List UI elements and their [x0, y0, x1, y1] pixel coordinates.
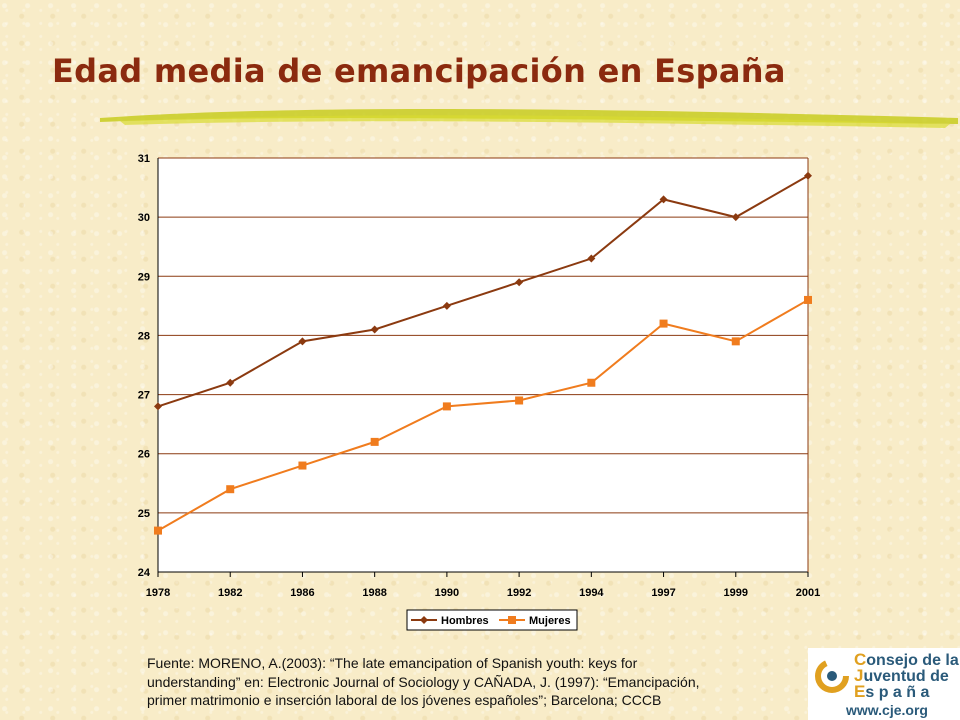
legend-box — [406, 609, 578, 631]
source-citation: Fuente: MORENO, A.(2003): “The late eman… — [147, 654, 802, 710]
point-hombres-1999 — [731, 213, 740, 222]
logo-emblem-icon — [815, 659, 849, 693]
legend-label-hombres: Hombres — [441, 615, 489, 627]
title-underline-brush — [100, 108, 958, 128]
series-layer — [154, 171, 812, 535]
point-mujeres-1988 — [370, 437, 379, 446]
point-mujeres-1982 — [226, 485, 235, 494]
point-hombres-1982 — [226, 378, 235, 387]
source-line-3: primer matrimonio e inserción laboral de… — [147, 692, 662, 708]
cje-logo: Consejo de la Juventud de Es p a ñ a www… — [808, 648, 960, 720]
legend-marker-mujeres — [508, 616, 516, 624]
point-mujeres-1978 — [154, 526, 162, 535]
point-hombres-1988 — [370, 325, 379, 334]
point-hombres-1994 — [587, 254, 596, 263]
logo-line-1: Consejo de la — [854, 650, 959, 669]
point-mujeres-1992 — [515, 396, 524, 405]
x-tick-label-1988: 1988 — [362, 587, 386, 599]
point-hombres-1997 — [659, 195, 668, 204]
x-tick-label-1982: 1982 — [218, 587, 242, 599]
point-hombres-1992 — [515, 278, 524, 287]
line-chart: 24 25 26 27 28 29 30 31 1978 1982 1986 1988 1990 199… — [138, 153, 820, 631]
point-hombres-1978 — [154, 402, 162, 411]
y-tick-label-28: 28 — [138, 330, 150, 342]
logo-line-2: Juventud de — [854, 666, 949, 685]
legend-marker-hombres — [420, 616, 428, 624]
point-mujeres-1990 — [442, 402, 451, 411]
x-tick-label-1997: 1997 — [651, 587, 675, 599]
x-tick-label-1999: 1999 — [724, 587, 748, 599]
x-tick-label-1994: 1994 — [579, 587, 604, 599]
logo-website: www.cje.org — [846, 702, 928, 718]
x-tick-label-1990: 1990 — [435, 587, 459, 599]
logo-line-3: Es p a ñ a — [854, 682, 930, 701]
slide-title: Edad media de emancipación en España — [52, 52, 786, 90]
point-mujeres-1999 — [731, 337, 740, 346]
plot-area — [158, 158, 808, 572]
point-hombres-2001 — [804, 171, 812, 180]
point-mujeres-1997 — [659, 319, 668, 328]
point-mujeres-1994 — [587, 378, 596, 387]
gridlines — [157, 157, 809, 573]
point-mujeres-1986 — [298, 461, 307, 470]
source-line-2: understanding” en: Electronic Journal of… — [147, 673, 700, 690]
y-tick-label-29: 29 — [138, 271, 150, 283]
x-tick-label-1978: 1978 — [146, 587, 170, 599]
y-tick-label-31: 31 — [138, 153, 150, 165]
point-mujeres-2001 — [804, 295, 812, 304]
x-tick-label-1986: 1986 — [290, 587, 314, 599]
x-tick-label-1992: 1992 — [507, 587, 531, 599]
y-tick-label-26: 26 — [138, 449, 150, 461]
series-line-hombres — [157, 174, 809, 408]
legend-label-mujeres: Mujeres — [529, 615, 571, 627]
point-hombres-1990 — [442, 301, 451, 310]
y-tick-label-25: 25 — [138, 508, 150, 520]
x-axis-ticks: 1978 1982 1986 1988 1990 1992 1994 1997 1999 2001 — [146, 572, 820, 599]
legend: Hombres Mujeres — [406, 609, 578, 631]
y-tick-label-27: 27 — [138, 390, 150, 402]
x-tick-label-2001: 2001 — [796, 587, 820, 599]
y-axis-ticks: 24 25 26 27 28 29 30 31 — [138, 153, 151, 579]
y-tick-label-24: 24 — [138, 567, 151, 579]
series-line-mujeres — [157, 299, 809, 532]
y-tick-label-30: 30 — [138, 212, 150, 224]
point-hombres-1986 — [298, 337, 307, 346]
source-line-1: Fuente: MORENO, A.(2003): “The late eman… — [147, 655, 638, 671]
